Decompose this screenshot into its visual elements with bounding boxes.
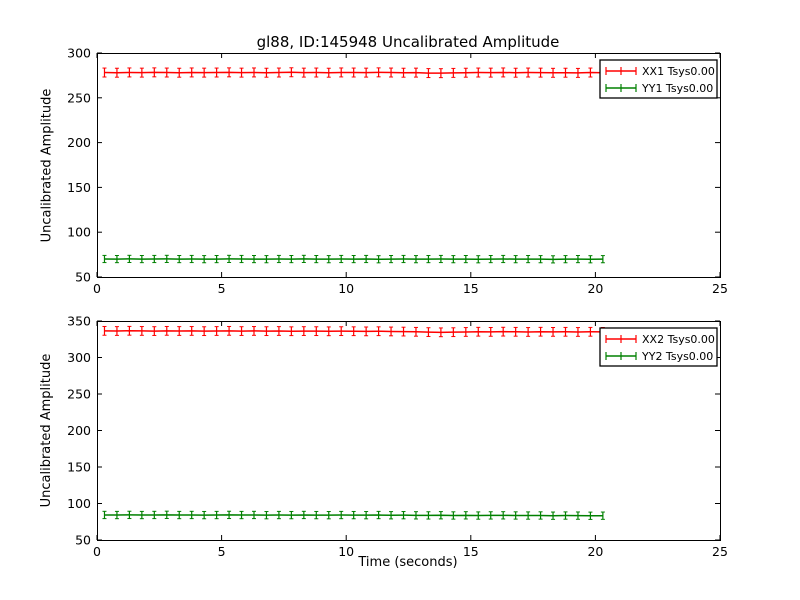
y-axis-label-bottom: Uncalibrated Amplitude: [39, 353, 54, 508]
y-tick-label: 50: [75, 270, 91, 285]
subplot-bottom: 0 5 10 15 20 25 50 100 150 200 250 300 350 XX2 Tsys0.…: [67, 314, 728, 560]
legend-label: YY2 Tsys0.00: [641, 350, 713, 363]
subplot-top: 0 5 10 15 20 25 50 100 150 200 250 300 XX1 Tsys0.00 Y…: [67, 46, 728, 297]
chart-title: gl88, ID:145948 Uncalibrated Amplitude: [256, 33, 560, 51]
y-tick-label: 200: [67, 135, 91, 150]
x-tick-label: 10: [338, 544, 354, 559]
x-tick-label: 25: [712, 281, 728, 296]
x-tick-label: 0: [93, 544, 101, 559]
x-tick-label: 20: [587, 544, 603, 559]
y-tick-label: 150: [67, 180, 91, 195]
x-tick-label: 5: [218, 281, 226, 296]
y-tick-label: 250: [67, 90, 91, 105]
y-tick-label: 350: [67, 314, 91, 329]
x-tick-label: 15: [463, 281, 479, 296]
legend: XX1 Tsys0.00 YY1 Tsys0.00: [599, 59, 718, 99]
legend-box: [599, 59, 718, 99]
legend: XX2 Tsys0.00 YY2 Tsys0.00: [599, 327, 718, 367]
x-tick-label: 0: [93, 281, 101, 296]
y-tick-label: 200: [67, 423, 91, 438]
y-tick-label: 100: [67, 225, 91, 240]
y-axis-label-top: Uncalibrated Amplitude: [39, 88, 55, 243]
x-tick-label: 10: [338, 281, 354, 296]
x-tick-label: 25: [712, 544, 728, 559]
y-tick-label: 100: [67, 496, 91, 511]
plot-frame: [97, 53, 721, 278]
legend-label: YY1 Tsys0.00: [641, 82, 713, 95]
y-tick-label: 50: [75, 533, 91, 548]
legend-label: XX2 Tsys0.00: [642, 333, 715, 346]
x-tick-label: 15: [463, 544, 479, 559]
x-tick-label: 20: [587, 281, 603, 296]
y-tick-label: 150: [67, 460, 91, 475]
y-tick-label: 300: [67, 350, 91, 365]
y-tick-label: 250: [67, 387, 91, 402]
y-tick-label: 300: [67, 46, 91, 61]
legend-box: [599, 327, 718, 367]
x-axis-label: Time (seconds): [358, 555, 458, 570]
x-tick-label: 5: [218, 544, 226, 559]
legend-label: XX1 Tsys0.00: [642, 65, 715, 78]
